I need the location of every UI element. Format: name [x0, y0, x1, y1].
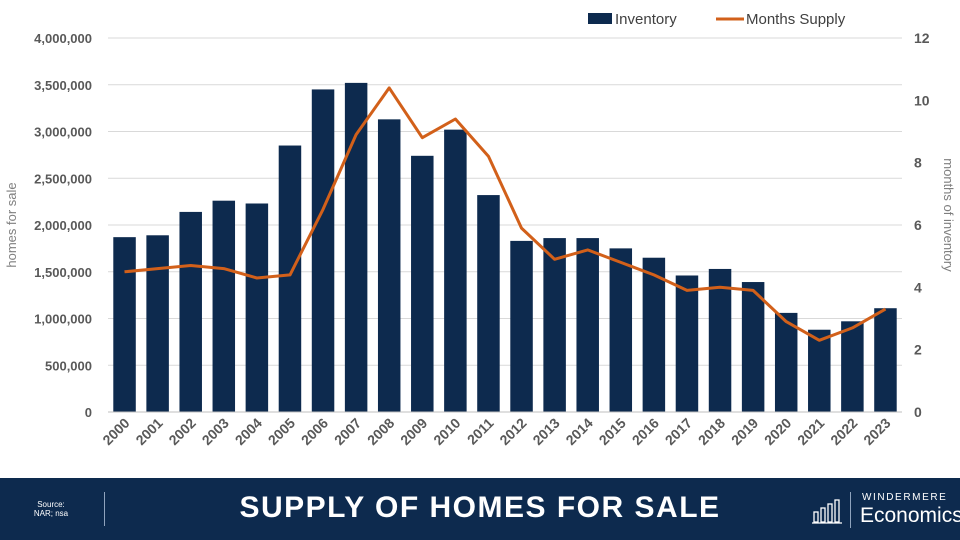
x-tick-label: 2003: [199, 415, 232, 448]
bar-2002: [179, 211, 202, 412]
x-tick-label: 2002: [165, 415, 198, 448]
bar-2017: [675, 275, 699, 412]
right-tick-label: 2: [914, 342, 922, 358]
bar-2023: [874, 308, 897, 412]
legend-inventory-swatch: [588, 13, 612, 24]
bar-2001: [146, 235, 169, 412]
left-axis-title: homes for sale: [4, 182, 19, 267]
legend-inventory-label: Inventory: [615, 11, 677, 28]
x-tick-label: 2006: [298, 415, 331, 448]
bar-2000: [113, 237, 136, 412]
x-tick-label: 2011: [464, 415, 497, 448]
bar-2011: [477, 195, 500, 412]
left-tick-label: 3,500,000: [34, 78, 92, 93]
source-text: NAR; nsa: [33, 509, 69, 518]
bar-2021: [808, 329, 831, 412]
bar-chart-logo-icon: [812, 499, 842, 524]
left-tick-label: 2,500,000: [34, 171, 92, 186]
x-tick-label: 2014: [562, 415, 595, 448]
right-tick-label: 8: [914, 155, 922, 171]
footer-divider: [104, 492, 105, 526]
bar-2008: [377, 119, 401, 412]
x-tick-label: 2015: [596, 415, 629, 448]
bar-2006: [311, 89, 335, 413]
bar-2018: [708, 268, 732, 412]
logo-divider: [850, 492, 851, 528]
bar-2022: [841, 321, 864, 412]
legend: Inventory Months Supply: [588, 11, 846, 28]
right-axis-ticks: 0 2 4 6 8 10 12: [914, 30, 930, 420]
inventory-bars: [108, 82, 902, 413]
x-tick-label: 2016: [629, 415, 662, 448]
source-note: Source: NAR; nsa: [22, 500, 80, 518]
right-tick-label: 4: [914, 279, 922, 295]
x-tick-label: 2004: [232, 415, 265, 448]
bar-2005: [278, 145, 302, 412]
left-tick-label: 3,000,000: [34, 125, 92, 140]
x-tick-label: 2001: [132, 415, 165, 448]
brand-subtitle: Economics: [860, 504, 960, 527]
bar-2012: [510, 240, 533, 412]
left-tick-label: 2,000,000: [34, 218, 92, 233]
right-tick-label: 0: [914, 404, 922, 420]
x-axis-ticks: 2000 2001 2002 2003 2004 2005 2006 2007 2008 2009…: [99, 415, 893, 448]
bar-2015: [609, 248, 633, 412]
x-tick-label: 2019: [728, 415, 761, 448]
bar-2004: [245, 203, 269, 412]
x-tick-label: 2009: [397, 415, 430, 448]
x-tick-label: 2018: [695, 415, 728, 448]
x-tick-label: 2007: [331, 415, 364, 448]
x-tick-label: 2008: [364, 415, 397, 448]
left-tick-label: 1,500,000: [34, 265, 92, 280]
right-tick-label: 6: [914, 217, 922, 233]
left-tick-label: 0: [85, 405, 92, 420]
page-title: SUPPLY OF HOMES FOR SALE: [239, 491, 721, 524]
x-tick-label: 2010: [430, 415, 463, 448]
bar-2014: [576, 238, 599, 412]
right-tick-label: 10: [914, 92, 930, 108]
bar-2020: [774, 312, 798, 412]
left-axis-ticks: 0 500,000 1,000,000 1,500,000 2,000,000 2,500…: [34, 31, 92, 420]
right-axis-title: months of inventory: [941, 158, 956, 272]
left-tick-label: 4,000,000: [34, 31, 92, 46]
x-tick-label: 2012: [496, 415, 529, 448]
x-tick-label: 2013: [529, 415, 562, 448]
left-tick-label: 1,000,000: [34, 312, 92, 327]
legend-months-supply-label: Months Supply: [746, 11, 846, 28]
source-label: Source:: [37, 500, 65, 509]
chart: 0 500,000 1,000,000 1,500,000 2,000,000 2,500…: [4, 11, 956, 448]
brand-name: WINDERMERE: [862, 492, 948, 503]
bar-2003: [212, 200, 236, 412]
bar-2016: [642, 257, 666, 412]
x-tick-label: 2022: [827, 415, 860, 448]
months-supply-line: [124, 86, 887, 342]
x-tick-label: 2020: [761, 415, 794, 448]
footer-banner: Source: NAR; nsa SUPPLY OF HOMES FOR SAL…: [0, 478, 960, 540]
x-tick-label: 2021: [794, 415, 827, 448]
left-tick-label: 500,000: [45, 358, 92, 373]
x-tick-label: 2017: [662, 415, 695, 448]
bar-2007: [344, 82, 368, 412]
bar-2013: [543, 238, 566, 412]
x-tick-label: 2000: [99, 415, 132, 448]
bar-2019: [741, 282, 765, 412]
bar-2009: [411, 155, 434, 412]
x-tick-label: 2005: [265, 415, 298, 448]
bar-2010: [444, 129, 467, 412]
x-tick-label: 2023: [860, 415, 893, 448]
right-tick-label: 12: [914, 30, 930, 46]
